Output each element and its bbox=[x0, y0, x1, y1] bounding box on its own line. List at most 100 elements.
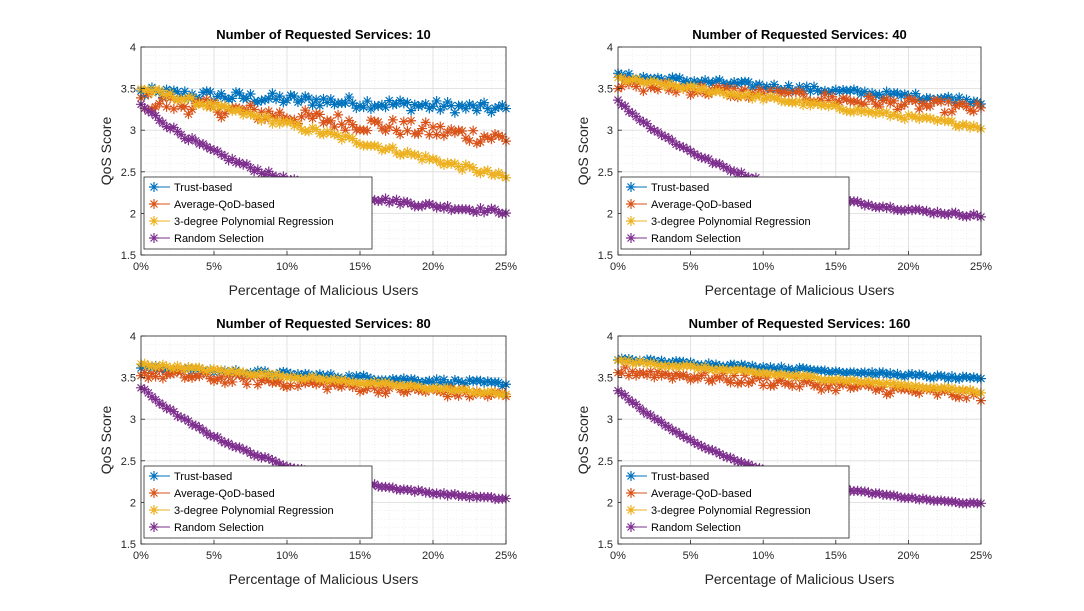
data-point bbox=[285, 371, 296, 382]
legend-marker bbox=[149, 216, 159, 226]
data-point bbox=[446, 205, 457, 216]
data-point bbox=[424, 384, 435, 395]
data-point bbox=[754, 373, 765, 384]
data-point bbox=[154, 115, 165, 126]
data-point bbox=[282, 372, 292, 383]
data-point bbox=[322, 375, 333, 386]
data-point bbox=[417, 485, 428, 496]
data-point bbox=[816, 384, 827, 395]
data-point bbox=[834, 103, 845, 114]
data-point bbox=[910, 111, 921, 122]
data-point bbox=[899, 89, 910, 100]
data-point bbox=[479, 207, 490, 218]
data-point bbox=[168, 93, 179, 104]
data-point bbox=[438, 203, 449, 214]
data-point bbox=[638, 368, 649, 379]
data-point bbox=[714, 86, 725, 97]
data-point bbox=[449, 127, 460, 138]
data-point bbox=[743, 378, 754, 389]
data-point bbox=[227, 153, 238, 164]
data-point bbox=[689, 372, 700, 383]
data-point bbox=[671, 139, 682, 150]
data-point bbox=[219, 378, 230, 389]
data-point bbox=[747, 93, 758, 104]
data-point bbox=[329, 129, 340, 140]
data-point bbox=[198, 87, 209, 98]
legend-marker bbox=[626, 216, 636, 226]
data-point bbox=[219, 366, 230, 377]
data-point bbox=[809, 81, 820, 92]
data-point bbox=[216, 149, 227, 160]
data-point bbox=[252, 369, 263, 380]
data-point bbox=[925, 113, 936, 124]
data-point bbox=[497, 381, 508, 392]
data-point bbox=[460, 159, 471, 170]
data-point bbox=[431, 129, 442, 140]
data-point bbox=[216, 365, 227, 376]
data-point bbox=[241, 379, 252, 390]
data-point bbox=[384, 197, 395, 208]
data-point bbox=[446, 124, 457, 135]
data-point bbox=[212, 146, 223, 157]
data-point bbox=[398, 116, 409, 127]
data-point bbox=[424, 198, 435, 209]
data-point bbox=[325, 115, 336, 126]
x-tick-label: 20% bbox=[422, 550, 444, 562]
data-point bbox=[823, 95, 834, 106]
legend-label: Random Selection bbox=[174, 522, 264, 534]
data-point bbox=[736, 167, 747, 178]
data-point bbox=[307, 113, 318, 124]
data-point bbox=[241, 107, 252, 118]
data-point bbox=[303, 372, 314, 383]
data-point bbox=[157, 88, 168, 99]
data-point bbox=[380, 193, 391, 204]
data-point bbox=[227, 93, 238, 104]
data-point bbox=[827, 86, 838, 97]
data-point bbox=[859, 377, 870, 388]
data-point bbox=[457, 377, 468, 388]
data-point bbox=[910, 96, 921, 107]
data-point bbox=[234, 87, 245, 98]
data-point bbox=[783, 88, 794, 99]
data-point bbox=[464, 391, 475, 402]
data-point bbox=[623, 68, 634, 79]
data-point bbox=[631, 399, 642, 410]
data-point bbox=[809, 380, 820, 391]
data-point bbox=[914, 494, 925, 505]
data-point bbox=[216, 88, 227, 99]
data-point bbox=[801, 377, 812, 388]
data-point bbox=[823, 87, 834, 98]
data-point bbox=[234, 442, 245, 453]
data-point bbox=[620, 390, 631, 401]
series-3-degree-polynomial-regression bbox=[613, 72, 986, 134]
data-point bbox=[449, 384, 460, 395]
data-point bbox=[457, 164, 468, 175]
data-point bbox=[362, 372, 373, 383]
data-point bbox=[194, 98, 205, 109]
data-point bbox=[667, 72, 678, 83]
data-point bbox=[667, 135, 678, 146]
data-point bbox=[428, 153, 438, 164]
data-point bbox=[289, 373, 300, 384]
data-point bbox=[460, 384, 471, 395]
data-point bbox=[252, 164, 263, 175]
data-point bbox=[252, 111, 263, 122]
data-point bbox=[732, 169, 743, 180]
data-point bbox=[896, 90, 907, 101]
data-point bbox=[671, 356, 682, 367]
data-point bbox=[428, 122, 438, 133]
legend-box bbox=[143, 465, 373, 539]
data-point bbox=[957, 384, 968, 395]
data-point bbox=[168, 406, 179, 417]
data-point bbox=[267, 88, 278, 99]
series-3-degree-polynomial-regression bbox=[136, 358, 511, 400]
y-tick-label: 2.5 bbox=[121, 456, 136, 468]
data-point bbox=[965, 210, 976, 221]
legend-label: 3-degree Polynomial Regression bbox=[174, 216, 334, 228]
data-point bbox=[888, 95, 899, 106]
legend-label: Average-QoD-based bbox=[651, 488, 752, 500]
data-point bbox=[486, 107, 497, 118]
data-point bbox=[387, 482, 398, 493]
data-point bbox=[358, 102, 369, 113]
data-point bbox=[660, 368, 671, 379]
